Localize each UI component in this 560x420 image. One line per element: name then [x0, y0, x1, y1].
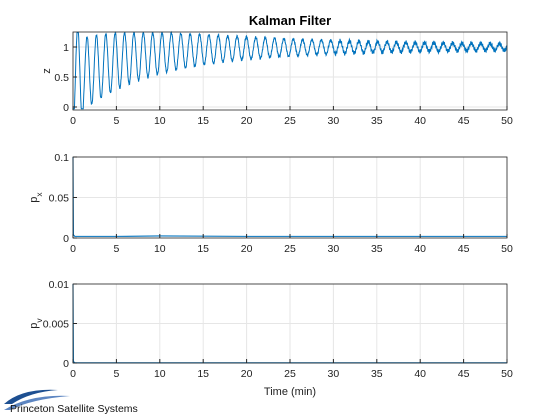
x-tick-label: 20	[241, 243, 253, 255]
x-tick-label: 30	[328, 115, 340, 127]
y-tick-label: 0	[63, 233, 69, 245]
x-tick-label: 15	[197, 243, 209, 255]
y-tick-label: 0.1	[54, 152, 69, 164]
x-tick-label: 10	[154, 115, 166, 127]
y-tick-label: 0.05	[49, 193, 70, 205]
y-axis-label: z	[41, 68, 53, 74]
series-line	[72, 30, 508, 110]
y-tick-label: 0.5	[54, 72, 69, 84]
z-axes: 0 5 10 15 20 25 30 35 40 45 50 0 0.5 1 z	[41, 30, 513, 127]
px-axes: 0 5 10 15 20 25 30 35 40 45 50 0 0.05 0.1 px	[28, 152, 513, 255]
x-tick-label: 45	[458, 115, 470, 127]
x-tick-label: 45	[458, 243, 470, 255]
x-tick-label: 5	[113, 368, 119, 380]
x-tick-label: 0	[70, 243, 76, 255]
x-tick-label: 20	[241, 115, 253, 127]
y-tick-label: 0	[63, 102, 69, 114]
pv-axes: 0 5 10 15 20 25 30 35 40 45 50 0 0.005 0.01 pv	[28, 279, 513, 380]
x-tick-label: 40	[414, 115, 426, 127]
y-tick-label: 1	[63, 42, 69, 54]
x-tick-label: 0	[70, 115, 76, 127]
x-tick-label: 5	[113, 243, 119, 255]
y-tick-label: 0.01	[49, 279, 70, 291]
pss-logo: Princeton Satellite Systems	[4, 389, 138, 415]
x-tick-label: 40	[414, 368, 426, 380]
x-tick-label: 30	[328, 368, 340, 380]
y-axis-label: px	[28, 192, 44, 203]
x-tick-label: 25	[284, 243, 296, 255]
y-tick-label: 0.005	[43, 319, 69, 331]
logo-text: Princeton Satellite Systems	[10, 403, 138, 415]
x-tick-label: 25	[284, 115, 296, 127]
x-tick-label: 10	[154, 368, 166, 380]
x-tick-label: 35	[371, 115, 383, 127]
x-tick-label: 50	[501, 243, 513, 255]
x-tick-label: 25	[284, 368, 296, 380]
x-tick-label: 5	[113, 115, 119, 127]
x-axis-label: Time (min)	[264, 386, 316, 398]
x-tick-label: 45	[458, 368, 470, 380]
swoosh-icon-2	[4, 395, 70, 410]
x-tick-label: 15	[197, 368, 209, 380]
y-tick-label: 0	[63, 358, 69, 370]
x-tick-label: 35	[371, 243, 383, 255]
x-tick-label: 15	[197, 115, 209, 127]
chart-title: Kalman Filter	[249, 13, 331, 28]
y-axis-label: pv	[28, 318, 44, 329]
x-tick-label: 50	[501, 115, 513, 127]
x-tick-label: 10	[154, 243, 166, 255]
x-tick-label: 30	[328, 243, 340, 255]
x-tick-label: 35	[371, 368, 383, 380]
x-tick-label: 40	[414, 243, 426, 255]
x-tick-label: 50	[501, 368, 513, 380]
x-tick-label: 20	[241, 368, 253, 380]
x-tick-label: 0	[70, 368, 76, 380]
swoosh-icon	[4, 389, 58, 404]
